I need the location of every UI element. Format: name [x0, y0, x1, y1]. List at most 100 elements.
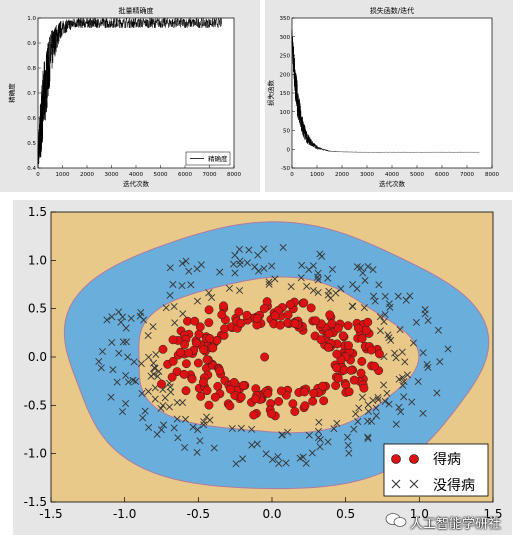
negative-point [309, 262, 317, 270]
negative-point [343, 433, 351, 441]
loss-x-tick-label: 8000 [485, 172, 499, 178]
positive-point [204, 400, 214, 410]
negative-point [208, 293, 216, 301]
negative-point [401, 358, 409, 366]
negative-point [157, 426, 165, 434]
positive-point [202, 386, 212, 396]
negative-point [239, 455, 247, 463]
positive-point [353, 323, 363, 333]
classification-y-tick-label: -1.0 [24, 447, 47, 461]
legend-x-marker [391, 479, 419, 489]
negative-point [170, 302, 178, 310]
positive-point [250, 394, 260, 404]
positive-point [346, 365, 356, 375]
positive-point [357, 357, 367, 366]
negative-point [406, 292, 414, 300]
positive-point [276, 386, 286, 396]
negative-point [98, 348, 107, 356]
negative-point [314, 276, 322, 284]
positive-point [366, 345, 376, 355]
accuracy-plot-area [37, 17, 235, 169]
negative-point [271, 275, 279, 283]
accuracy-x-tick-label: 3000 [105, 172, 119, 178]
negative-point [231, 269, 239, 277]
positive-point [179, 369, 189, 379]
accuracy-y-tick-label: 0.6 [27, 116, 36, 122]
negative-point [372, 404, 380, 412]
negative-point [279, 243, 287, 251]
negative-point [376, 327, 384, 335]
negative-point [151, 395, 159, 403]
negative-point [130, 358, 138, 366]
positive-point [204, 305, 214, 315]
negative-point [345, 449, 353, 457]
negative-point [155, 367, 163, 375]
legend-circle-marker [409, 454, 419, 464]
negative-point [372, 412, 380, 420]
classification-x-tick-label: -0.5 [187, 507, 210, 521]
negative-point [370, 292, 378, 300]
negative-point [179, 310, 187, 318]
negative-point [355, 404, 363, 412]
negative-point [302, 459, 310, 467]
negative-point [193, 265, 201, 273]
accuracy-chart: 批量精确度 迭代次数 精确度 0 1000 2000 3000 4000 5000 6000… [7, 6, 241, 188]
negative-point [375, 281, 383, 289]
loss-chart-title: 损失函数/迭代 [370, 6, 414, 15]
negative-point [141, 407, 149, 415]
negative-point [97, 364, 105, 372]
negative-point [399, 381, 407, 389]
loss-x-tick-label: 5000 [410, 172, 424, 178]
loss-x-tick-label: 6000 [435, 172, 449, 178]
negative-point [179, 399, 187, 407]
negative-point [316, 436, 324, 444]
negative-point [237, 424, 245, 432]
positive-point [309, 388, 319, 398]
negative-point [386, 303, 394, 311]
accuracy-series-line [37, 17, 222, 168]
loss-y-label: 损失函数 [266, 80, 275, 107]
positive-point [217, 310, 227, 320]
negative-point [328, 265, 336, 273]
accuracy-legend-label: 精确度 [208, 154, 228, 163]
negative-point [119, 338, 127, 346]
negative-point [314, 269, 322, 277]
negative-point [171, 319, 179, 327]
positive-point [202, 355, 212, 365]
positive-point [181, 359, 191, 369]
negative-point [119, 313, 127, 321]
positive-point [344, 387, 354, 397]
negative-point [360, 304, 368, 312]
classification-x-tick-label: -1.0 [113, 507, 136, 521]
positive-point [195, 322, 205, 332]
negative-point [127, 314, 135, 322]
negative-point [318, 252, 326, 260]
negative-point [115, 308, 123, 316]
positive-point [363, 317, 373, 327]
positive-point [194, 329, 204, 339]
positive-point [332, 349, 342, 359]
loss-x-tick-label: 1000 [310, 172, 324, 178]
wechat-icon [385, 513, 407, 527]
negative-point [251, 263, 259, 271]
negative-point [278, 431, 286, 439]
positive-point [180, 340, 189, 350]
negative-point [316, 443, 324, 451]
positive-point [187, 374, 197, 384]
negative-point [117, 318, 125, 326]
positive-point [361, 325, 371, 335]
classification-y-tick-label: 0.5 [28, 302, 47, 316]
negative-point [369, 266, 377, 274]
negative-point [400, 378, 408, 386]
negative-point [268, 262, 276, 270]
positive-point [183, 348, 193, 358]
negative-point [185, 267, 193, 275]
negative-point [149, 323, 157, 331]
accuracy-y-tick-label: 0.5 [27, 141, 36, 147]
positive-point [190, 316, 200, 326]
negative-point [166, 291, 174, 299]
loss-chart: 损失函数/迭代 迭代次数 损失函数 0 1000 2000 3000 4000 5000 6… [266, 6, 499, 188]
negative-point [305, 266, 313, 274]
negative-point [181, 415, 190, 423]
negative-point [154, 372, 162, 380]
